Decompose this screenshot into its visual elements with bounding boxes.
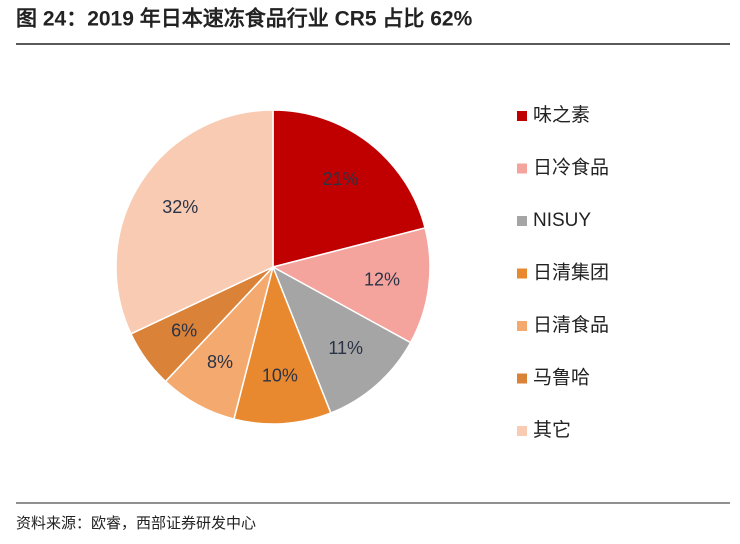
data-label: 6%: [171, 320, 197, 340]
legend-swatch: [517, 268, 527, 279]
data-label: 10%: [262, 365, 298, 385]
data-label: 32%: [162, 197, 198, 217]
legend-swatch: [517, 373, 527, 384]
source-note: 资料来源：欧睿，西部证券研发中心: [16, 515, 256, 532]
data-label: 8%: [207, 352, 233, 372]
legend-label: 日清集团: [533, 262, 609, 284]
chart-title: 图 24：2019 年日本速冻食品行业 CR5 占比 62%: [16, 7, 473, 31]
pie-slice: [115, 109, 274, 335]
data-label: 12%: [364, 270, 400, 290]
legend-label: 味之素: [533, 104, 590, 126]
legend-label: 其它: [533, 419, 571, 441]
pie-slice: [233, 264, 332, 425]
legend-label: NISUY: [533, 210, 591, 231]
legend-swatch: [517, 216, 527, 226]
pie-slice: [271, 265, 412, 414]
legend-swatch: [517, 163, 527, 174]
pie-slice: [270, 227, 431, 344]
legend-label: 日清食品: [533, 314, 609, 336]
data-label: 21%: [322, 169, 358, 189]
legend-swatch: [517, 321, 527, 331]
legend-label: 日冷食品: [533, 157, 609, 179]
legend-swatch: [517, 426, 527, 436]
pie-slice: [272, 109, 426, 268]
legend-swatch: [517, 111, 527, 121]
data-label: 11%: [328, 338, 363, 358]
legend-label: 马鲁哈: [533, 367, 590, 389]
